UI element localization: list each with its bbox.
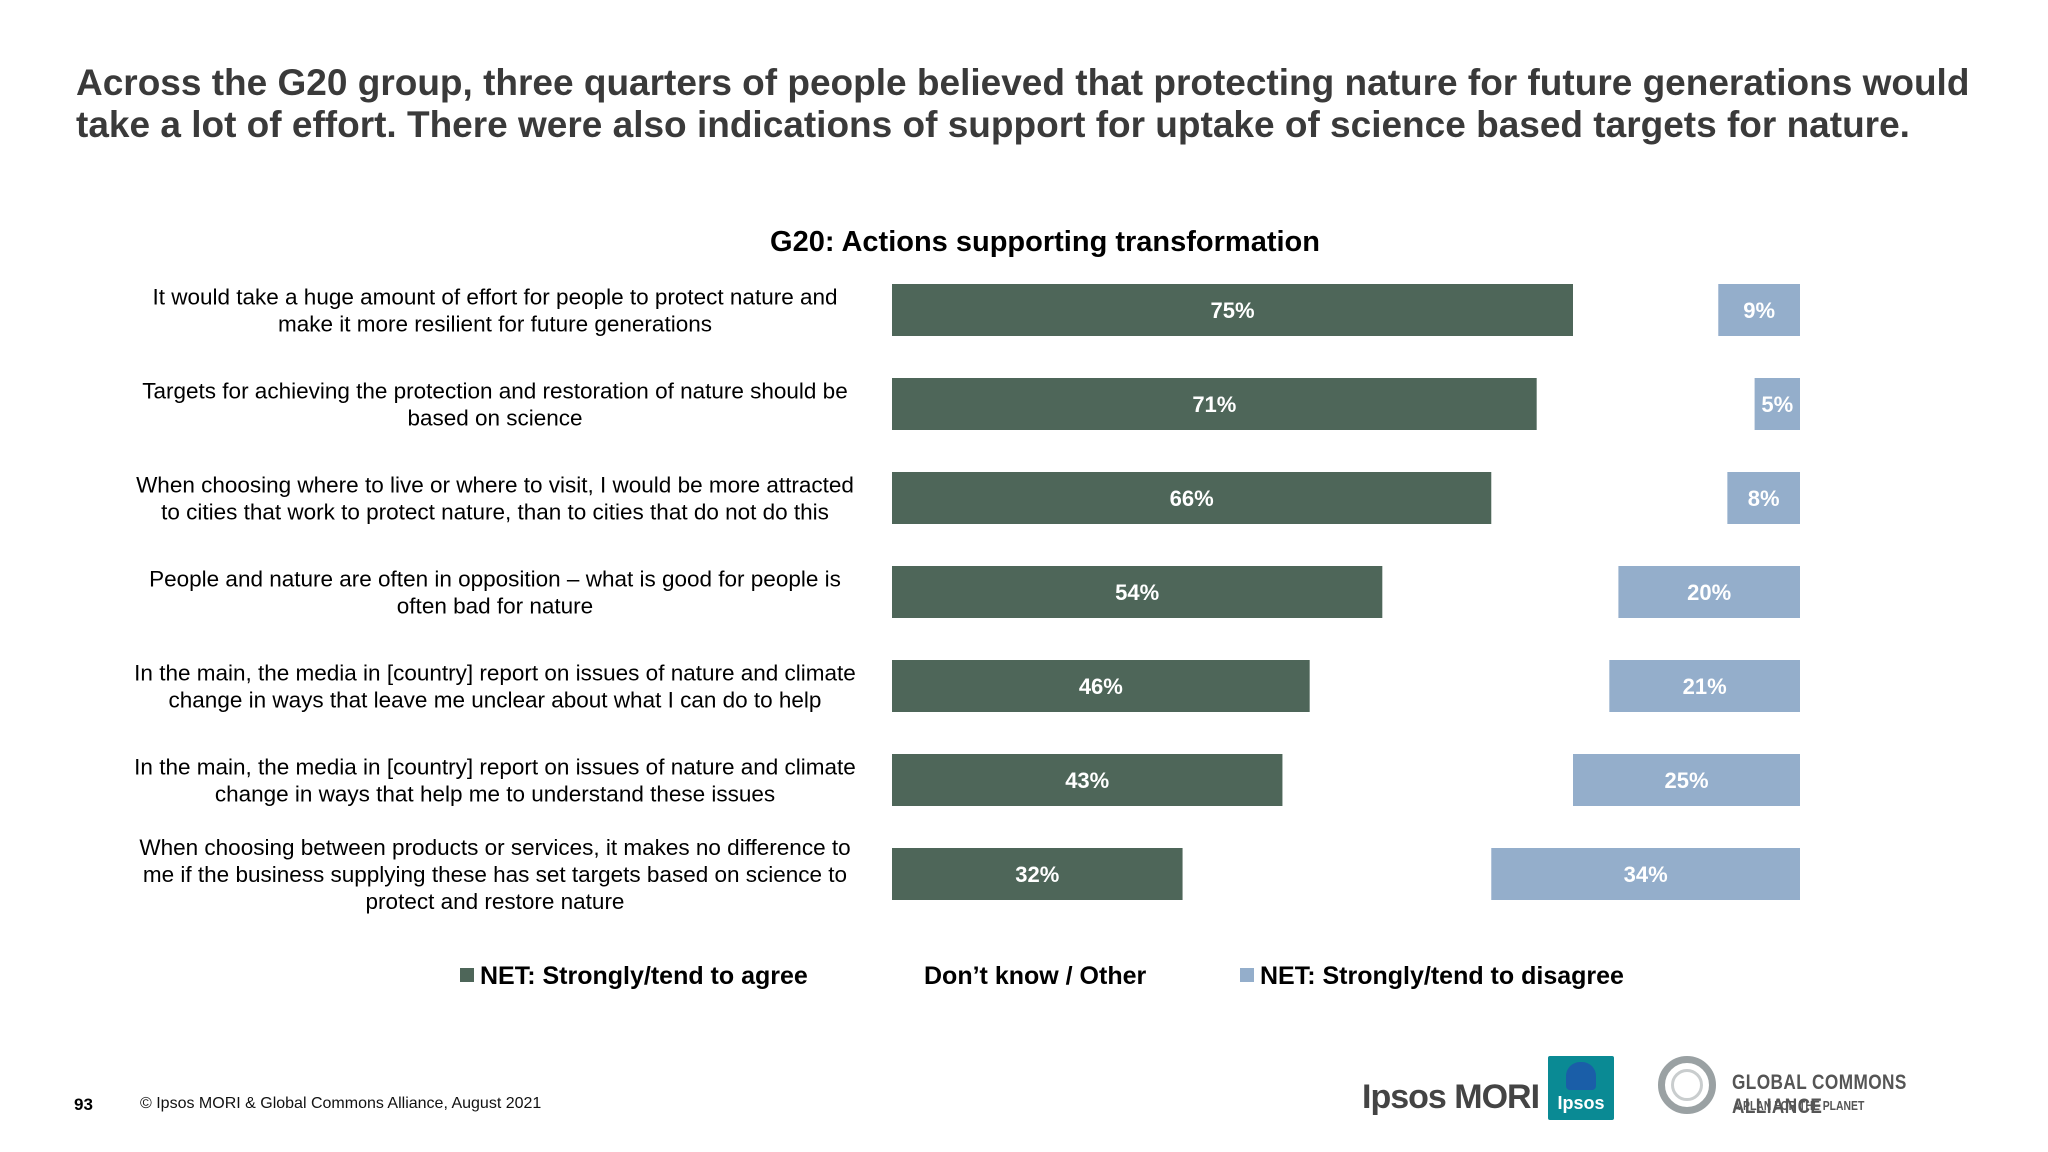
bar-agree	[892, 378, 1537, 430]
category-label-line: When choosing where to live or where to …	[136, 473, 854, 498]
data-label-disagree: 20%	[1687, 580, 1731, 605]
legend-swatch-disagree	[1240, 968, 1254, 982]
bar-disagree	[1573, 754, 1800, 806]
bar-agree	[892, 566, 1383, 618]
global-commons-alliance-tagline: A PLAN FOR THE PLANET	[1733, 1098, 1865, 1113]
data-label-disagree: 9%	[1743, 298, 1775, 323]
bar-agree	[892, 472, 1492, 524]
bar-agree	[892, 284, 1573, 336]
category-label: It would take a huge amount of effort fo…	[152, 285, 837, 337]
bar-disagree	[1618, 566, 1800, 618]
ipsos-mori-logo: Ipsos MORI	[1362, 1078, 1540, 1116]
legend-label-agree: NET: Strongly/tend to agree	[480, 962, 808, 990]
category-label: In the main, the media in [country] repo…	[134, 661, 856, 713]
bar-agree	[892, 660, 1310, 712]
category-label-line: protect and restore nature	[366, 889, 625, 914]
data-label-agree: 71%	[1192, 392, 1236, 417]
data-label-agree: 75%	[1210, 298, 1254, 323]
page-number: 93	[74, 1095, 93, 1114]
bar-chart: It would take a huge amount of effort fo…	[134, 284, 1800, 914]
category-label-line: Targets for achieving the protection and…	[142, 379, 847, 404]
category-label-line: change in ways that help me to understan…	[215, 782, 775, 807]
data-label-agree: 66%	[1170, 486, 1214, 511]
category-label-line: often bad for nature	[397, 594, 593, 619]
category-label-line: to cities that work to protect nature, t…	[161, 500, 829, 525]
bar-disagree	[1718, 284, 1800, 336]
legend-label-disagree: NET: Strongly/tend to disagree	[1260, 962, 1624, 990]
category-label-line: When choosing between products or servic…	[139, 835, 850, 860]
slide-headline: Across the G20 group, three quarters of …	[76, 62, 1970, 145]
legend-label-dont-know: Don’t know / Other	[924, 962, 1147, 990]
category-label: People and nature are often in oppositio…	[149, 567, 841, 619]
category-label: When choosing between products or servic…	[139, 835, 850, 914]
data-label-disagree: 25%	[1664, 768, 1708, 793]
category-label-line: based on science	[407, 406, 582, 431]
category-label: In the main, the media in [country] repo…	[134, 755, 856, 807]
data-label-agree: 43%	[1065, 768, 1109, 793]
legend-item-dont-know: Don’t know / Other	[924, 962, 1146, 991]
ipsos-logo: Ipsos	[1548, 1056, 1614, 1120]
category-label-line: In the main, the media in [country] repo…	[134, 755, 856, 780]
category-label: Targets for achieving the protection and…	[142, 379, 847, 431]
bar-disagree	[1491, 848, 1800, 900]
category-label-line: People and nature are often in oppositio…	[149, 567, 841, 592]
data-label-agree: 46%	[1079, 674, 1123, 699]
category-label-line: change in ways that leave me unclear abo…	[169, 688, 822, 713]
data-label-disagree: 8%	[1748, 486, 1780, 511]
data-label-disagree: 5%	[1761, 392, 1793, 417]
copyright-notice: © Ipsos MORI & Global Commons Alliance, …	[140, 1095, 542, 1112]
category-label-line: make it more resilient for future genera…	[278, 312, 712, 337]
ipsos-logo-text: Ipsos	[1557, 1093, 1605, 1113]
bar-agree	[892, 754, 1283, 806]
legend-swatch-agree	[460, 968, 474, 982]
legend-item-agree: NET: Strongly/tend to agree	[460, 962, 808, 991]
data-label-disagree: 21%	[1683, 674, 1727, 699]
category-label-line: me if the business supplying these has s…	[143, 862, 847, 887]
legend-item-disagree: NET: Strongly/tend to disagree	[1240, 962, 1624, 991]
data-label-agree: 32%	[1015, 862, 1059, 887]
category-label-line: It would take a huge amount of effort fo…	[152, 285, 837, 310]
global-commons-alliance-ring-icon	[1658, 1056, 1716, 1114]
data-label-disagree: 34%	[1624, 862, 1668, 887]
bar-agree	[892, 848, 1183, 900]
bar-disagree	[1754, 378, 1800, 430]
bar-disagree	[1609, 660, 1800, 712]
chart-title: G20: Actions supporting transformation	[770, 226, 1320, 258]
global-commons-alliance-name: GLOBAL COMMONS ALLIANCE	[1732, 1071, 1907, 1118]
category-label: When choosing where to live or where to …	[136, 473, 854, 525]
ipsos-logo-shape	[1566, 1062, 1596, 1090]
category-label-line: In the main, the media in [country] repo…	[134, 661, 856, 686]
bar-disagree	[1727, 472, 1800, 524]
data-label-agree: 54%	[1115, 580, 1159, 605]
